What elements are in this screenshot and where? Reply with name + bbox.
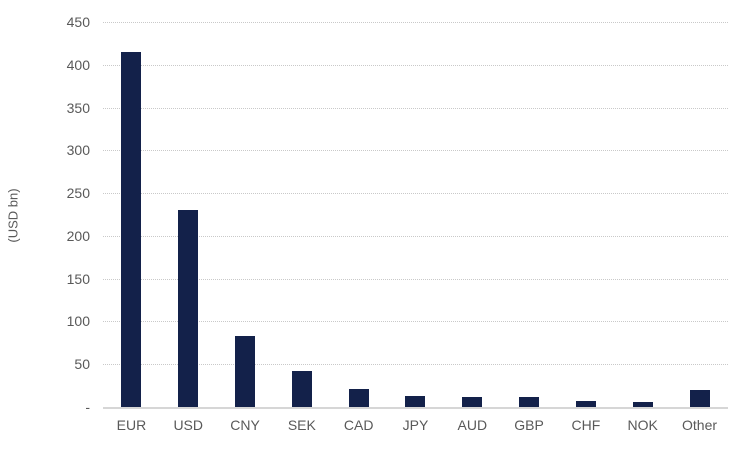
y-tick-label: 400 [66,56,90,73]
bar-column-jpy [387,22,444,407]
bar-cny [235,336,256,407]
bars-container [103,22,728,407]
bar-column-chf [558,22,615,407]
bar-column-eur [103,22,160,407]
bar-aud [462,396,483,407]
bar-usd [178,210,199,407]
bar-column-cny [217,22,274,407]
y-tick-label-zero: - [85,399,90,415]
gridline [103,193,728,195]
bar-chf [575,401,596,407]
x-axis-labels: EUR USD CNY SEK CAD JPY AUD GBP CHF NOK Other [103,417,728,433]
x-tick-label-chf: CHF [571,417,601,433]
bar-nok [632,401,653,407]
bar-column-other [671,22,728,407]
gridline [103,150,728,152]
y-tick-label: 350 [66,99,90,116]
gridline [103,321,728,323]
y-tick-label: 450 [66,14,90,30]
bar-jpy [405,395,426,407]
bar-gbp [519,396,540,407]
x-tick-label-usd: USD [173,417,203,433]
gridline [103,64,728,66]
bar-column-nok [614,22,671,407]
gridline [103,107,728,109]
bar-column-aud [444,22,501,407]
bar-cad [348,389,369,407]
x-tick-label-cad: CAD [343,417,374,433]
x-tick-label-jpy: JPY [402,417,429,433]
x-tick-label-gbp: GBP [514,417,544,433]
y-tick-label: 300 [66,142,90,159]
bar-column-usd [160,22,217,407]
bar-column-gbp [501,22,558,407]
x-tick-label-other: Other [682,417,718,433]
bar-sek [291,371,312,407]
x-tick-label-eur: EUR [116,417,147,433]
x-tick-label-aud: AUD [457,417,488,433]
bar-eur [121,51,142,407]
y-tick-label: 200 [66,227,90,244]
bar-other [689,389,710,407]
bar-column-sek [273,22,330,407]
x-tick-label-nok: NOK [627,417,658,433]
x-tick-label-sek: SEK [287,417,316,433]
gridline [103,364,728,366]
y-axis-ticks: 50 100 150 200 250 300 350 400 450 - [0,15,90,414]
y-tick-label: 150 [66,270,90,287]
plot-area [103,22,728,409]
x-tick-label-cny: CNY [230,417,260,433]
bar-column-cad [330,22,387,407]
y-tick-label: 250 [66,185,90,202]
y-tick-label: 50 [74,356,90,373]
y-tick-label: 100 [66,313,90,330]
gridline [103,235,728,237]
gridline [103,22,728,23]
gridline [103,278,728,280]
